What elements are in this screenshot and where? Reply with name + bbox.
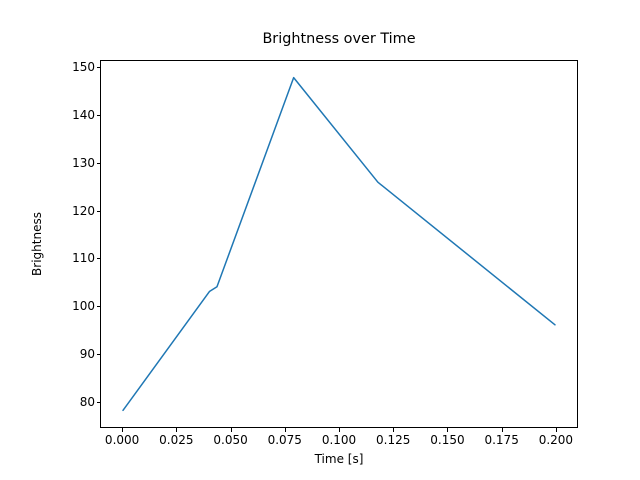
x-tick-mark bbox=[230, 428, 232, 432]
y-tick-mark bbox=[96, 67, 100, 69]
x-tick-mark bbox=[501, 428, 503, 432]
x-tick-label: 0.050 bbox=[213, 433, 248, 447]
x-tick-label: 0.125 bbox=[376, 433, 411, 447]
x-tick-label: 0.175 bbox=[484, 433, 519, 447]
y-tick-label: 120 bbox=[72, 203, 95, 218]
x-tick-mark bbox=[555, 428, 557, 432]
y-tick-label: 100 bbox=[72, 299, 95, 314]
y-tick-mark bbox=[96, 258, 100, 260]
y-tick-mark bbox=[96, 306, 100, 308]
x-tick-mark bbox=[122, 428, 124, 432]
y-tick-label: 80 bbox=[79, 394, 95, 409]
y-tick-label: 140 bbox=[72, 107, 95, 122]
y-tick-label: 90 bbox=[79, 346, 95, 361]
x-tick-mark bbox=[393, 428, 395, 432]
y-tick-mark bbox=[96, 162, 100, 164]
x-tick-label: 0.075 bbox=[267, 433, 302, 447]
y-tick-label: 130 bbox=[72, 155, 95, 170]
data-line-svg bbox=[101, 61, 577, 427]
x-tick-label: 0.100 bbox=[321, 433, 357, 447]
x-tick-label: 0.200 bbox=[538, 433, 574, 447]
x-tick-label: 0.000 bbox=[104, 433, 140, 447]
y-tick-mark bbox=[96, 210, 100, 212]
plot-area bbox=[100, 60, 578, 428]
x-tick-mark bbox=[176, 428, 178, 432]
y-tick-label: 150 bbox=[72, 60, 95, 75]
x-tick-mark bbox=[284, 428, 286, 432]
x-tick-label: 0.150 bbox=[430, 433, 465, 447]
x-tick-mark bbox=[339, 428, 340, 432]
y-tick-mark bbox=[96, 353, 100, 355]
x-tick-mark bbox=[447, 428, 449, 432]
data-series-line bbox=[123, 78, 555, 411]
y-tick-mark bbox=[96, 401, 100, 403]
y-tick-mark bbox=[96, 114, 100, 116]
page-title: Brightness over Time bbox=[262, 31, 416, 47]
x-tick-label: 0.025 bbox=[159, 433, 194, 447]
x-axis-label: Time [s] bbox=[314, 452, 364, 466]
y-tick-label: 110 bbox=[72, 251, 95, 266]
